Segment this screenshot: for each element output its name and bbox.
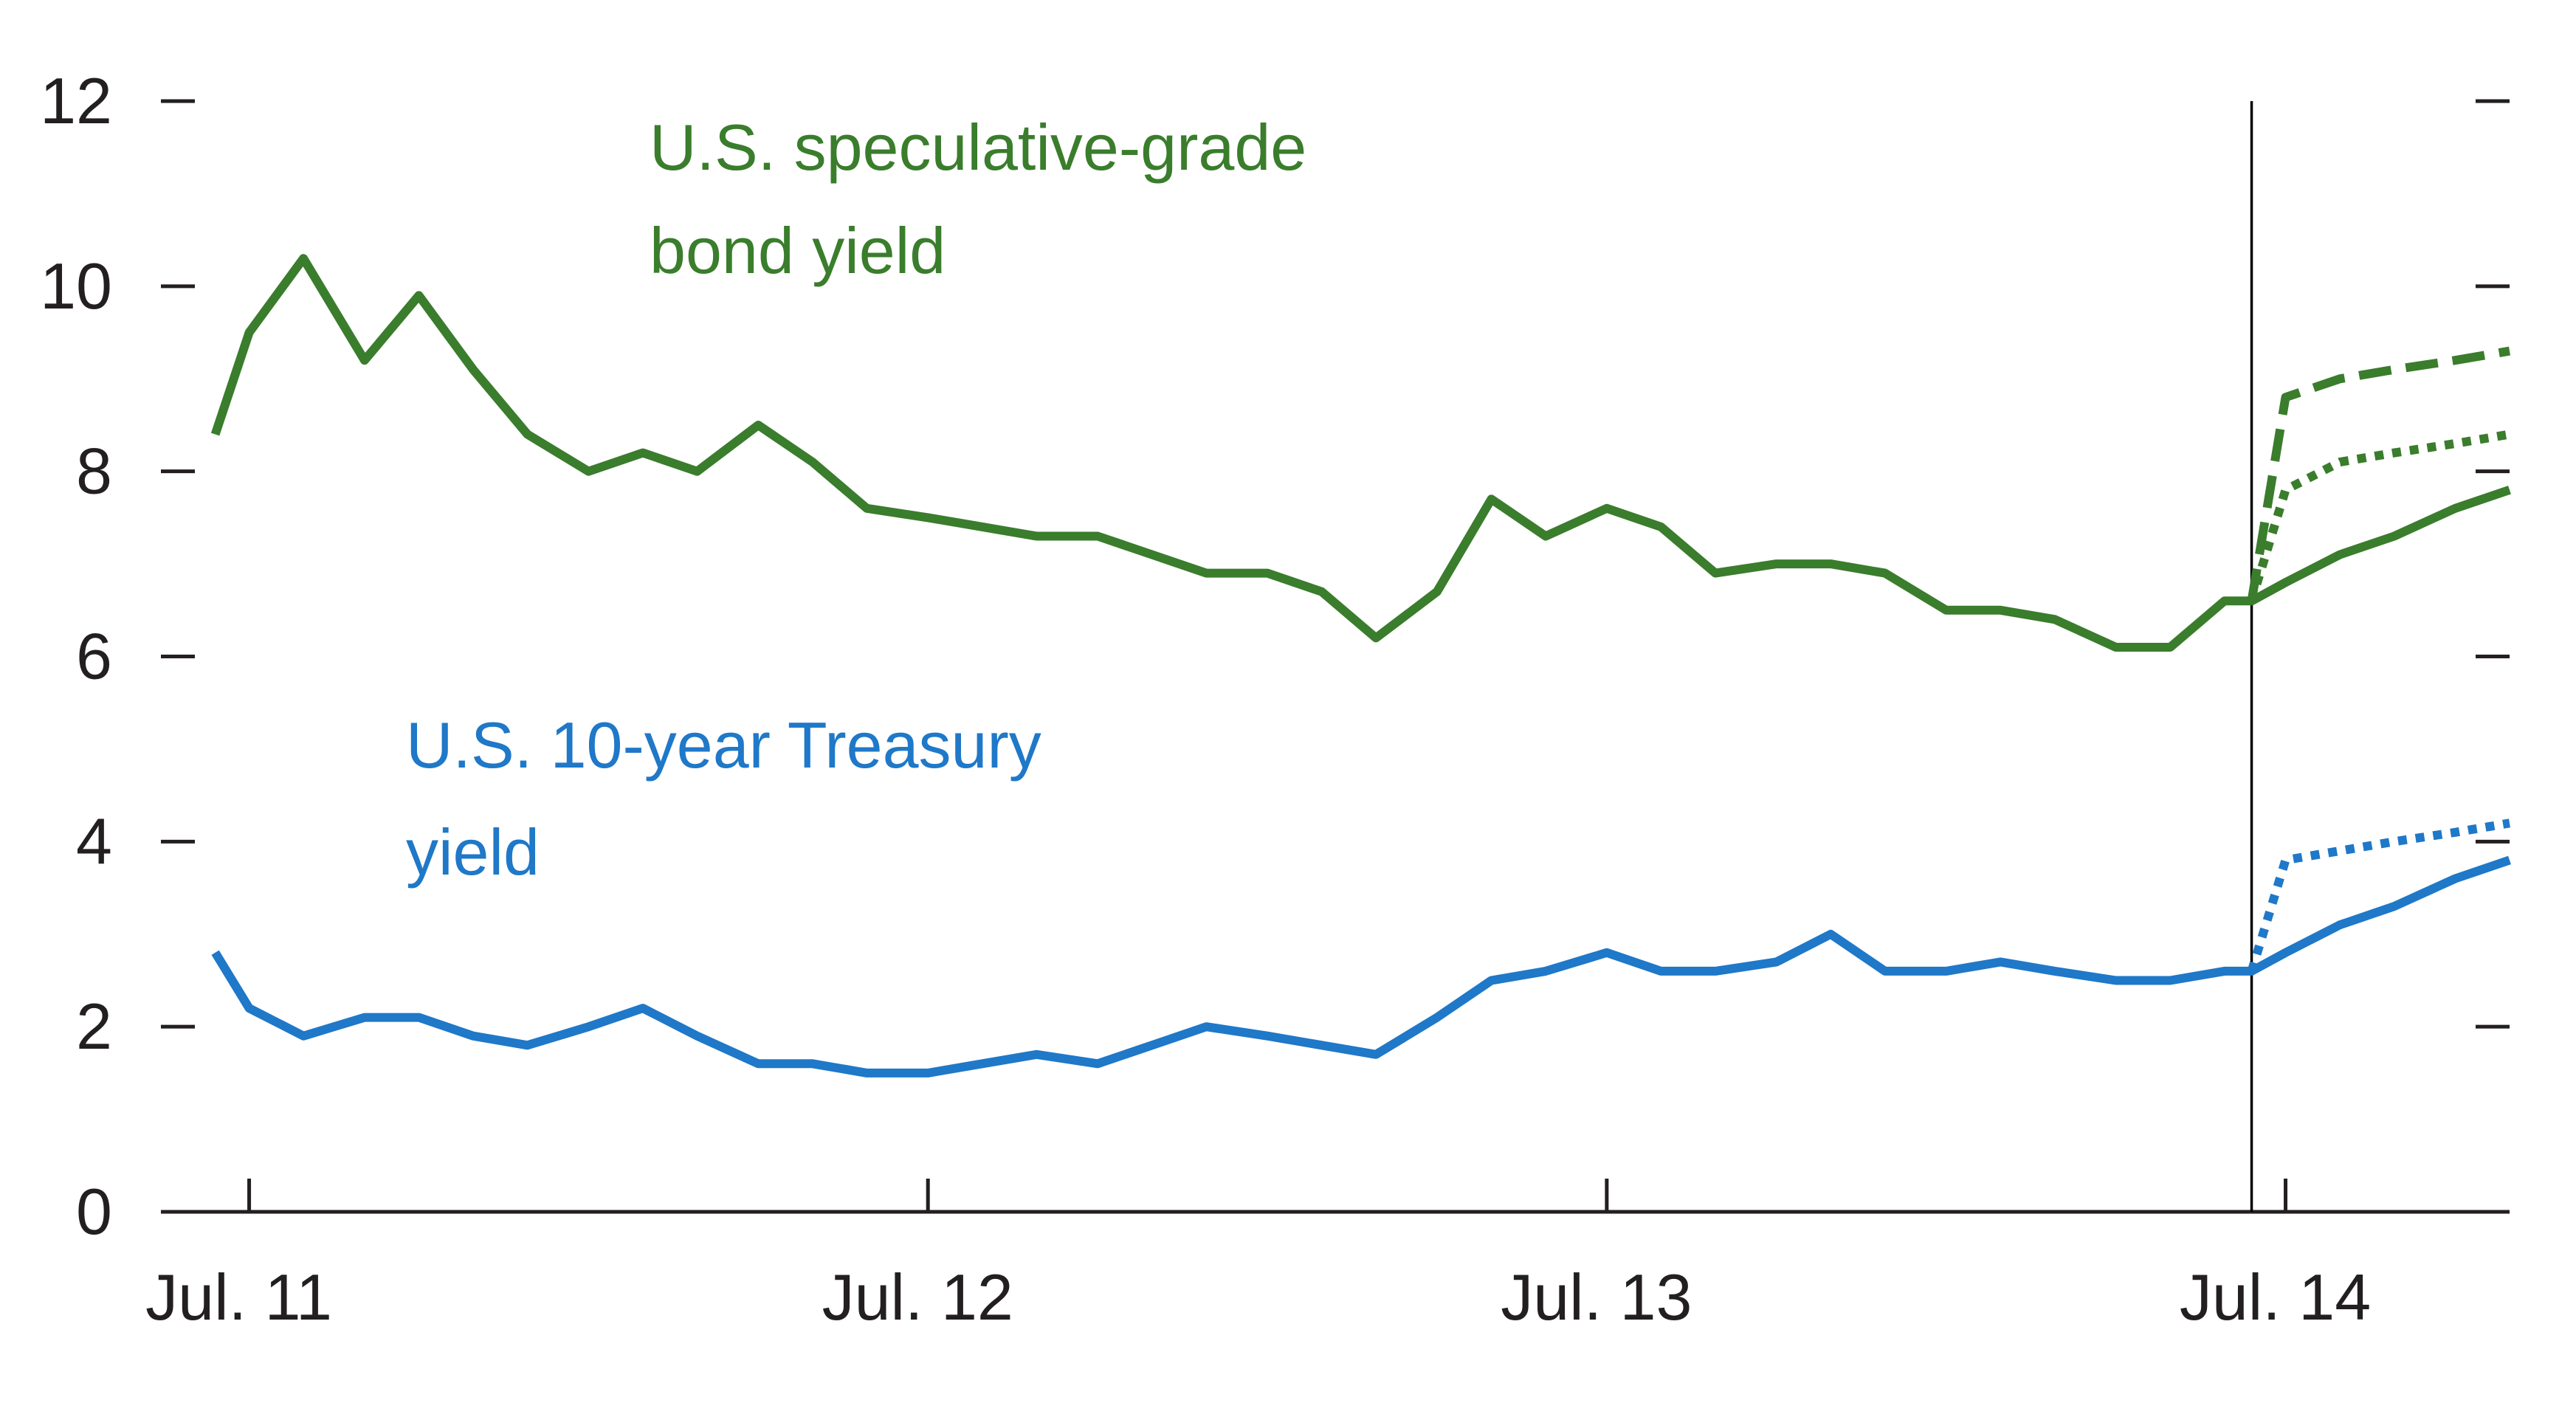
y-tick-label-10: 10 (40, 249, 112, 323)
x-tick-label-1: Jul. 12 (822, 1261, 1013, 1334)
series-line-4 (2247, 818, 2511, 973)
y-tick-label-8: 8 (76, 435, 112, 508)
series-line-2 (2247, 430, 2511, 603)
y-tick-label-6: 6 (76, 620, 112, 693)
treasury-label-line-1: U.S. 10-year Treasury (406, 708, 1041, 782)
treasury-label-line-2: yield (406, 816, 540, 889)
series-line-3 (211, 855, 2511, 1078)
y-tick-label-0: 0 (76, 1175, 112, 1248)
x-tick-label-3: Jul. 14 (2180, 1261, 2371, 1334)
y-tick-label-2: 2 (76, 990, 112, 1063)
y-tick-label-12: 12 (40, 64, 112, 137)
series-layer (210, 254, 2511, 1078)
spec-grade-label-line-1: U.S. speculative-grade (650, 111, 1306, 184)
axes-layer: 0 2 4 6 8 10 12 Jul. 11 Jul. 12 Jul. 13 Jul. 14 (40, 64, 2510, 1334)
y-tick-label-4: 4 (76, 804, 112, 878)
series-line-1 (2247, 346, 2511, 602)
spec-grade-label-line-2: bond yield (650, 214, 946, 287)
series-line-0 (210, 254, 2511, 652)
x-tick-label-2: Jul. 13 (1501, 1261, 1692, 1334)
x-tick-label-0: Jul. 11 (145, 1261, 332, 1334)
